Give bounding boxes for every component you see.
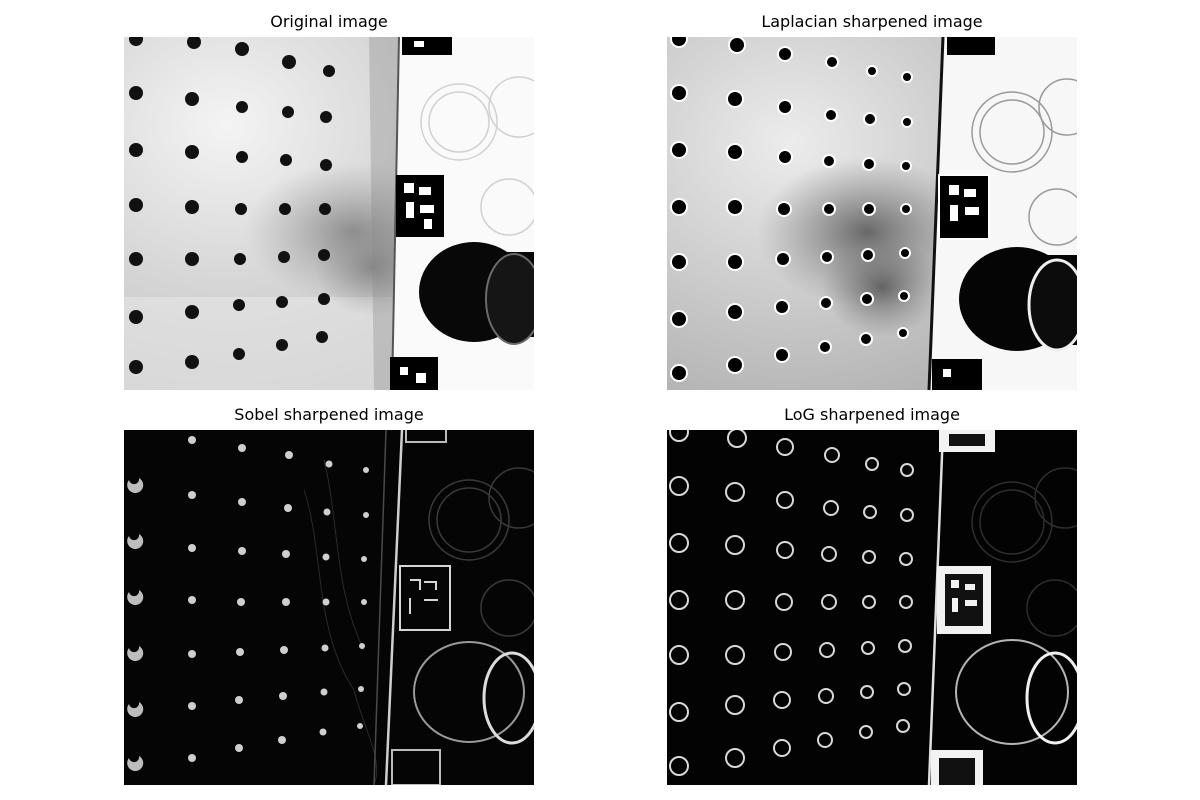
log-sharpened-image: [667, 430, 1077, 785]
laplacian-sharpened-image: [667, 37, 1077, 390]
panel-title-original: Original image: [270, 12, 388, 31]
panel-title-log: LoG sharpened image: [784, 405, 960, 424]
sobel-sharpened-image: [124, 430, 534, 785]
panel-title-sobel: Sobel sharpened image: [234, 405, 424, 424]
original-image: [124, 37, 534, 390]
panel-title-laplacian: Laplacian sharpened image: [761, 12, 983, 31]
